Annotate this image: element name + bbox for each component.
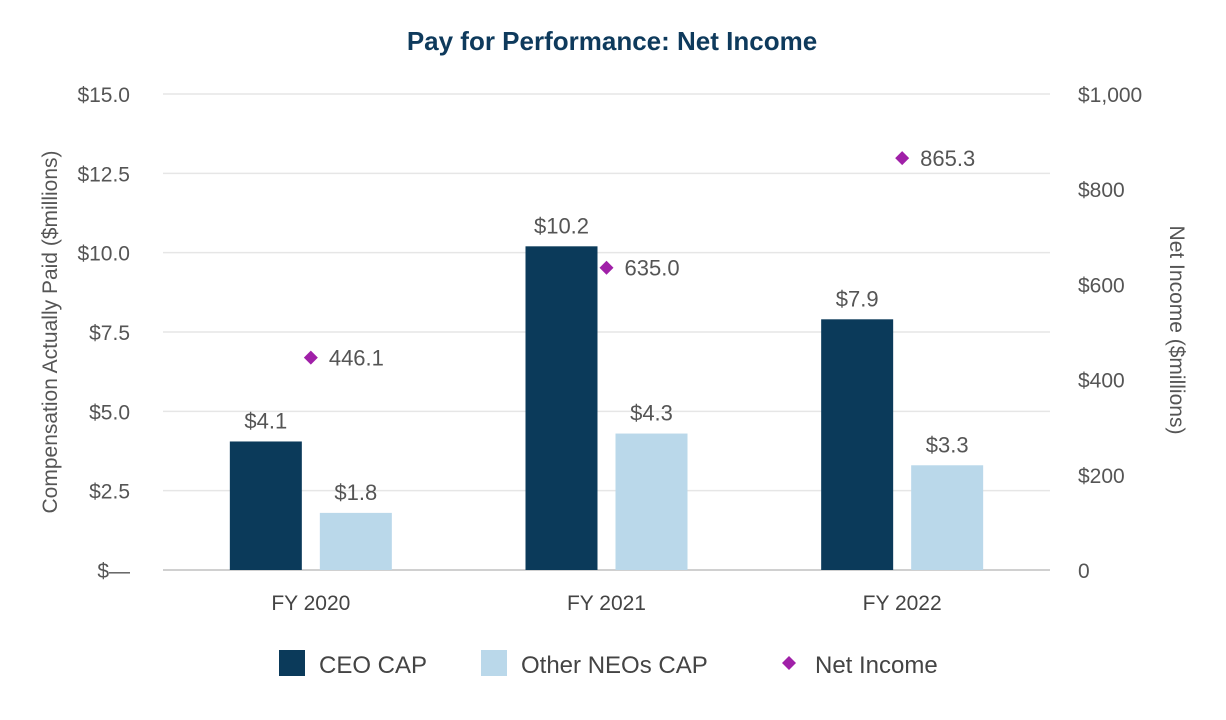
legend: CEO CAP Other NEOs CAP Net Income [279, 650, 938, 679]
left-tick-label: $5.0 [89, 401, 130, 424]
right-tick-label: $1,000 [1078, 84, 1142, 107]
left-axis-ticks: $— $2.5 $5.0 $7.5 $10.0 $12.5 $15.0 [77, 84, 130, 583]
left-tick-label: $7.5 [89, 322, 130, 345]
bar-data-label: $1.8 [334, 480, 377, 505]
net-income-data-label: 446.1 [329, 346, 384, 371]
legend-label: Other NEOs CAP [521, 652, 708, 679]
bar-ceo-cap [821, 319, 894, 570]
net-income-diamond [303, 350, 318, 365]
right-tick-label: $800 [1078, 179, 1125, 202]
bar-other-neos-cap [319, 512, 392, 570]
bar-data-label: $4.1 [244, 408, 287, 433]
right-tick-label: $200 [1078, 465, 1125, 488]
left-axis-title: Compensation Actually Paid ($millions) [39, 151, 62, 514]
right-tick-label: $600 [1078, 274, 1125, 297]
bar-ceo-cap [525, 246, 598, 570]
left-tick-label: $12.5 [77, 163, 130, 186]
net-income-diamond [599, 260, 614, 275]
left-tick-label: $15.0 [77, 84, 130, 107]
category-label: FY 2022 [863, 592, 942, 615]
bar-data-label: $3.3 [926, 432, 969, 457]
gridlines [163, 93, 1050, 571]
bar-data-label: $10.2 [534, 213, 589, 238]
bar-ceo-cap [229, 441, 302, 570]
chart-title: Pay for Performance: Net Income [407, 26, 817, 56]
bar-other-neos-cap [615, 433, 688, 570]
legend-label: CEO CAP [319, 652, 427, 679]
net-income-diamond [895, 151, 910, 166]
right-axis-title: Net Income ($millions) [1165, 226, 1188, 435]
left-tick-label: $10.0 [77, 243, 130, 266]
legend-swatch-ceo-cap [279, 650, 305, 676]
bar-other-neos-cap [911, 465, 984, 570]
right-axis-ticks: 0 $200 $400 $600 $800 $1,000 [1078, 84, 1142, 583]
legend-swatch-other-neos-cap [481, 650, 507, 676]
net-income-markers: 446.1 635.0 865.3 [303, 146, 975, 371]
left-tick-label: $— [97, 560, 130, 583]
net-income-data-label: 635.0 [625, 256, 680, 281]
net-income-data-label: 865.3 [920, 146, 975, 171]
legend-label: Net Income [815, 652, 938, 679]
bar-data-label: $7.9 [836, 286, 879, 311]
category-label: FY 2020 [271, 592, 350, 615]
category-label: FY 2021 [567, 592, 646, 615]
left-tick-label: $2.5 [89, 481, 130, 504]
bar-data-label: $4.3 [630, 401, 673, 426]
bars: $4.1 $1.8 $10.2 $4.3 $7.9 $3.3 [229, 213, 984, 570]
right-tick-label: $400 [1078, 370, 1125, 393]
right-tick-label: 0 [1078, 560, 1090, 583]
category-labels: FY 2020 FY 2021 FY 2022 [271, 592, 941, 615]
legend-swatch-net-income [782, 656, 796, 670]
